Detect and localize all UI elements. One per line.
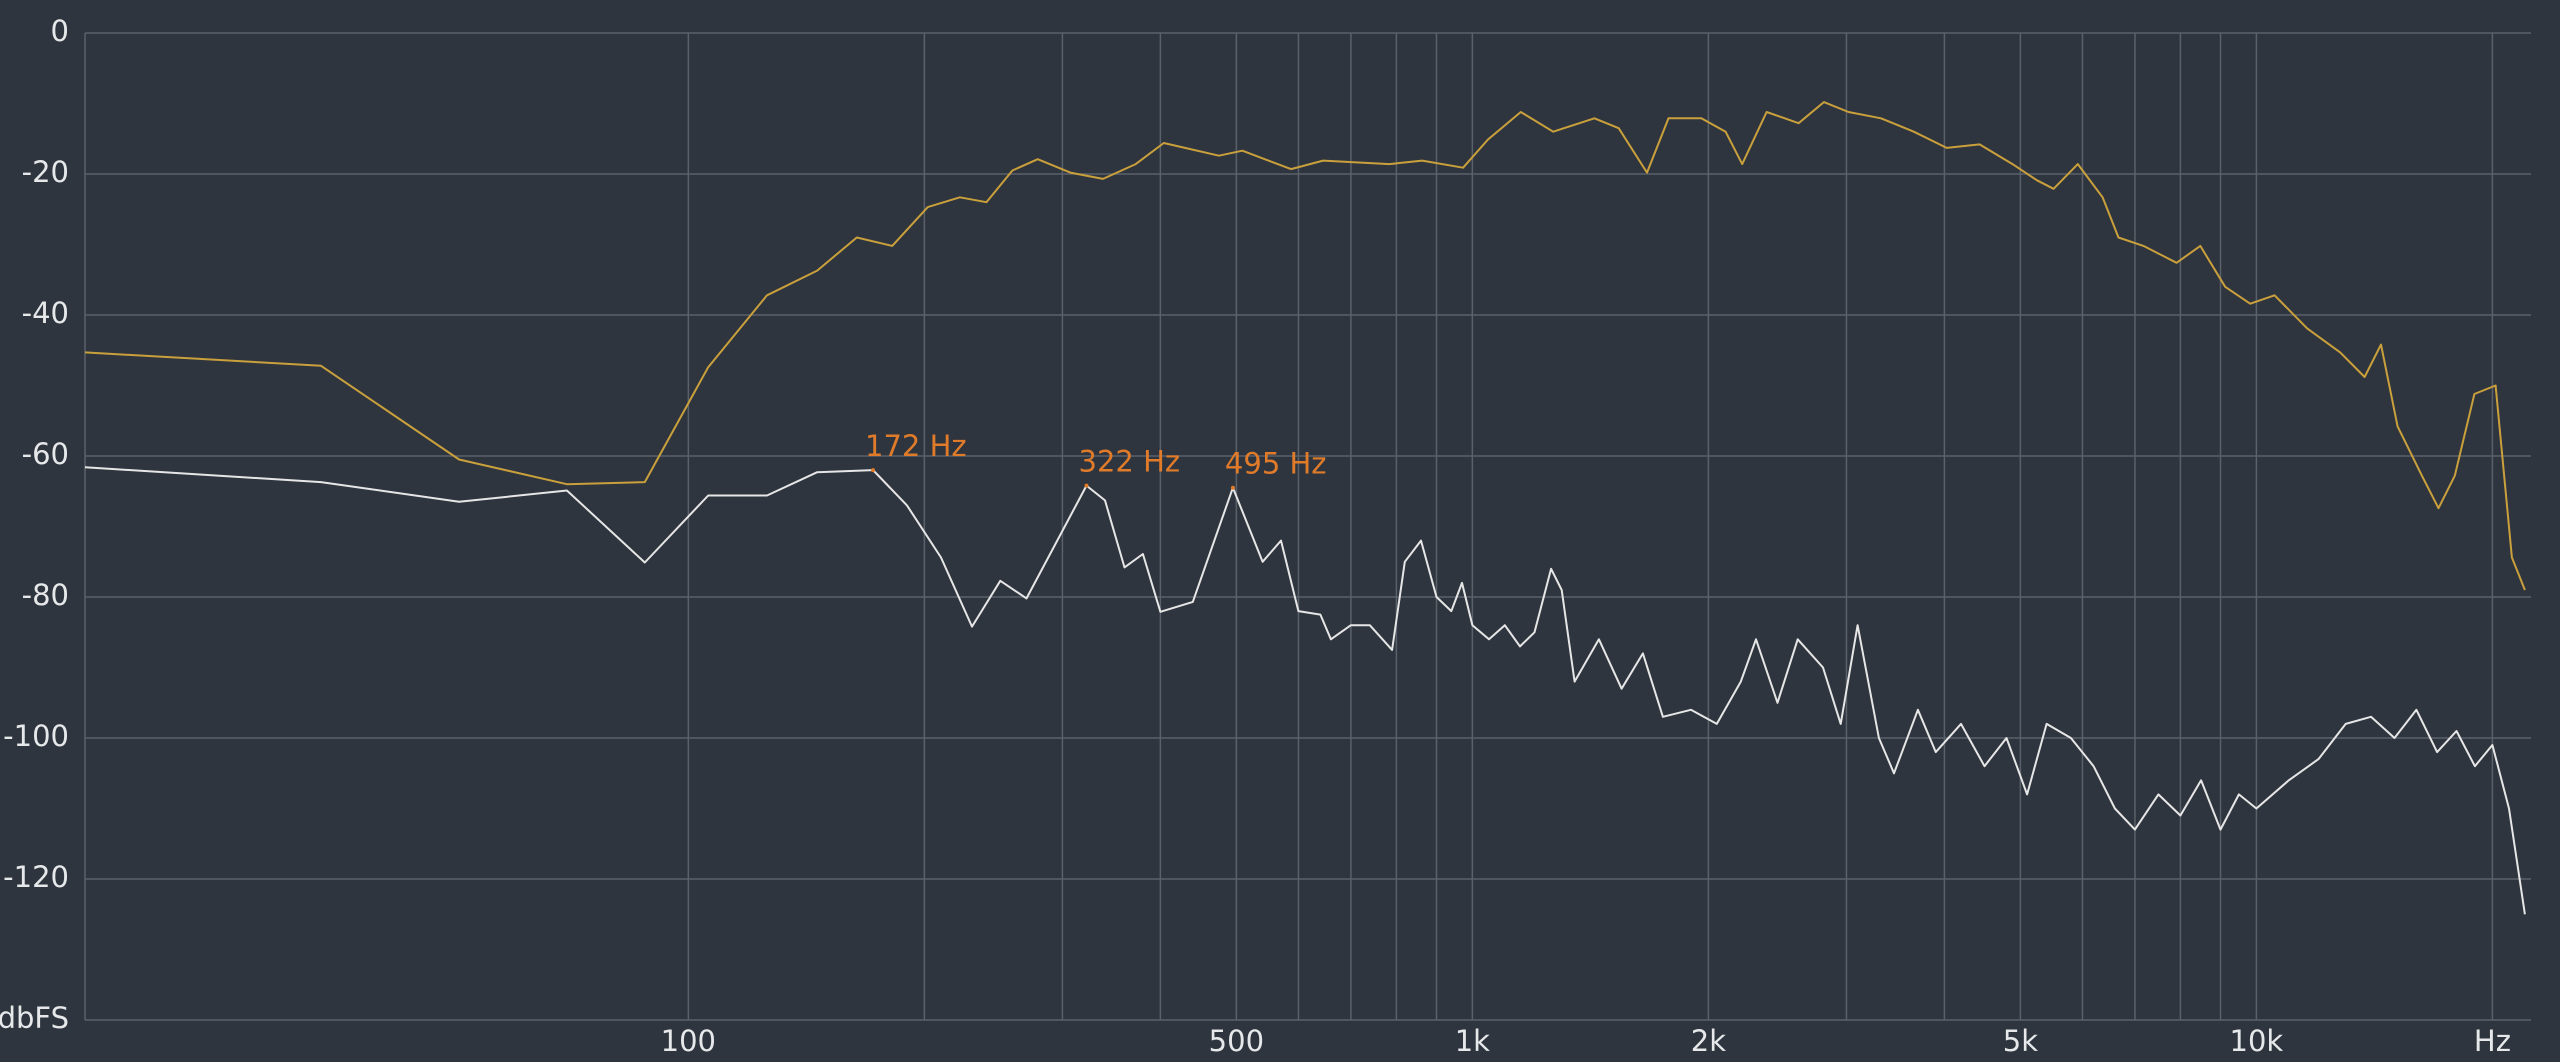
x-tick-label: 10k (2230, 1024, 2284, 1058)
y-tick-label: -100 (3, 719, 69, 753)
peak-marker (1084, 483, 1089, 488)
y-tick-label: -60 (22, 437, 69, 471)
spectrum-line (84, 466, 2526, 915)
x-tick-label: 2k (1691, 1024, 1726, 1058)
y-tick-label: 0 (51, 14, 69, 48)
x-tick-label: 100 (661, 1024, 716, 1058)
spectrum-line (84, 101, 2526, 591)
peak-marker (1230, 485, 1235, 490)
y-tick-label: -80 (22, 578, 69, 612)
y-tick-label: dbFS (0, 1001, 69, 1035)
x-tick-label: 5k (2003, 1024, 2038, 1058)
x-tick-label: Hz (2474, 1024, 2511, 1058)
y-tick-label: -120 (3, 860, 69, 894)
peak-marker (871, 468, 876, 473)
peak-label: 172 Hz (865, 429, 967, 463)
y-tick-label: -20 (22, 155, 69, 189)
peak-label: 322 Hz (1079, 445, 1181, 479)
x-tick-label: 1k (1455, 1024, 1490, 1058)
y-tick-label: -40 (22, 296, 69, 330)
x-tick-label: 500 (1209, 1024, 1264, 1058)
peak-label: 495 Hz (1225, 447, 1327, 481)
